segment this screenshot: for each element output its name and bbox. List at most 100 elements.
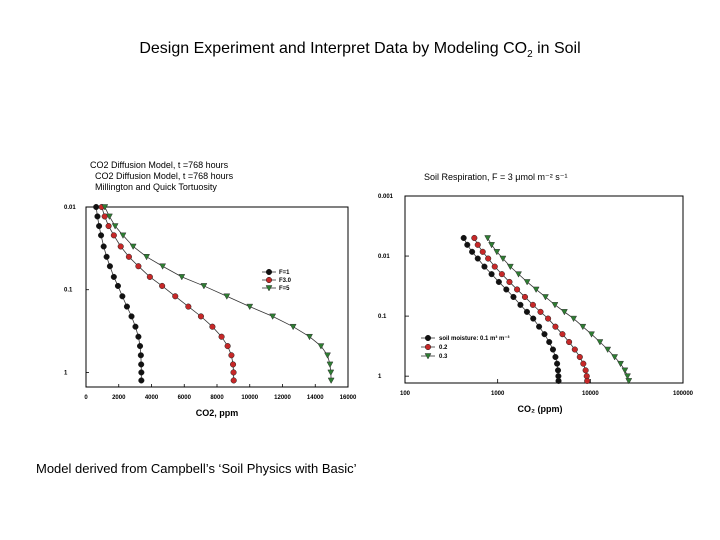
right-data-point bbox=[584, 377, 591, 384]
left-data-point bbox=[224, 343, 231, 350]
left-data-point bbox=[218, 333, 225, 340]
left-data-point bbox=[327, 377, 335, 384]
chart-left: CO2 Diffusion Model, t =768 hours CO2 Di… bbox=[64, 160, 357, 418]
right-data-point bbox=[514, 286, 521, 293]
left-data-point bbox=[117, 243, 124, 250]
left-x-axis-title: CO2, ppm bbox=[196, 408, 239, 418]
right-legend-label: soil moisture: 0.1 m³ m⁻³ bbox=[439, 335, 510, 342]
right-data-point bbox=[611, 354, 619, 361]
left-data-point bbox=[317, 343, 325, 350]
right-data-point bbox=[485, 255, 492, 262]
right-data-point bbox=[555, 377, 562, 384]
right-data-point bbox=[474, 255, 481, 262]
right-data-point bbox=[554, 367, 562, 374]
left-data-point bbox=[119, 293, 126, 300]
right-data-point bbox=[495, 278, 502, 286]
left-data-point bbox=[94, 213, 101, 220]
slide-title: Design Experiment and Interpret Data by … bbox=[139, 40, 581, 61]
right-data-point bbox=[464, 241, 471, 248]
right-data-point bbox=[621, 367, 629, 374]
right-legend-marker bbox=[424, 353, 432, 360]
right-data-point bbox=[529, 301, 536, 308]
left-x-tick-label: 8000 bbox=[210, 395, 224, 401]
left-data-point bbox=[119, 232, 127, 239]
left-data-point bbox=[98, 232, 105, 239]
left-data-point bbox=[146, 273, 153, 280]
right-data-point bbox=[579, 323, 587, 331]
right-data-point bbox=[532, 286, 540, 293]
left-data-point bbox=[230, 369, 237, 376]
right-data-point bbox=[503, 286, 510, 293]
right-plot-frame bbox=[404, 195, 684, 384]
right-data-point bbox=[481, 263, 488, 270]
right-series bbox=[460, 234, 633, 385]
left-data-point bbox=[106, 263, 113, 270]
right-ticks: 100 1000 10000 100000 0.001 0.01 0.1 1 bbox=[378, 194, 694, 397]
left-data-point bbox=[159, 282, 166, 289]
right-x-tick-label: 100000 bbox=[673, 391, 694, 397]
right-data-point bbox=[484, 235, 492, 242]
right-data-point bbox=[521, 293, 529, 301]
right-data-point bbox=[491, 263, 498, 270]
left-legend-label: F=5 bbox=[279, 286, 290, 292]
right-legend-marker bbox=[424, 343, 432, 351]
right-data-point bbox=[479, 248, 486, 255]
right-data-point bbox=[625, 378, 633, 385]
right-y-tick-label: 1 bbox=[378, 374, 382, 380]
left-data-point bbox=[101, 204, 109, 211]
left-data-point bbox=[289, 323, 297, 331]
left-legend-label: F3.0 bbox=[279, 278, 292, 284]
left-x-tick-label: 2000 bbox=[112, 395, 126, 401]
right-data-point bbox=[469, 248, 476, 255]
right-legend-label: 0.3 bbox=[439, 354, 448, 360]
right-data-point bbox=[580, 360, 587, 367]
left-x-tick-label: 10000 bbox=[241, 395, 258, 401]
left-data-point bbox=[103, 253, 110, 260]
right-data-point bbox=[523, 279, 531, 286]
left-data-point bbox=[327, 369, 335, 376]
right-data-point bbox=[488, 242, 496, 249]
left-data-point bbox=[129, 243, 137, 250]
right-y-tick-label: 0.01 bbox=[378, 254, 390, 260]
left-y-tick-label: 1 bbox=[64, 370, 68, 376]
left-data-point bbox=[138, 361, 145, 368]
right-data-point bbox=[536, 323, 543, 330]
right-data-point bbox=[571, 346, 578, 353]
left-data-point bbox=[93, 203, 100, 211]
right-data-point bbox=[541, 331, 548, 338]
left-x-tick-label: 12000 bbox=[274, 395, 291, 401]
left-data-point bbox=[136, 343, 144, 350]
right-data-point bbox=[551, 302, 559, 309]
right-x-tick-label: 1000 bbox=[491, 391, 505, 397]
left-data-point bbox=[100, 243, 107, 250]
chart-right: Soil Respiration, F = 3 μmol m⁻² s⁻¹ 100… bbox=[378, 172, 694, 414]
left-y-tick-label: 0.01 bbox=[64, 205, 76, 211]
left-data-point bbox=[197, 313, 205, 320]
left-data-point bbox=[159, 263, 167, 270]
right-data-point bbox=[530, 315, 537, 322]
right-data-point bbox=[617, 360, 624, 368]
left-header-line-1: CO2 Diffusion Model, t =768 hours bbox=[90, 160, 229, 170]
left-legend-marker bbox=[265, 285, 273, 292]
right-data-point bbox=[510, 293, 517, 301]
left-data-point bbox=[230, 377, 237, 384]
left-data-point bbox=[172, 293, 179, 300]
left-data-point bbox=[306, 333, 313, 341]
right-data-point bbox=[488, 271, 495, 278]
left-x-tick-label: 6000 bbox=[178, 395, 192, 401]
left-data-point bbox=[228, 352, 235, 359]
left-ticks: 0 2000 4000 6000 8000 10000 12000 14000 16000 0.0… bbox=[64, 205, 357, 401]
left-data-point bbox=[223, 293, 231, 300]
slide-caption: Model derived from Campbell’s ‘Soil Phys… bbox=[36, 461, 357, 476]
left-data-point bbox=[101, 213, 108, 220]
left-data-point bbox=[125, 253, 132, 260]
right-data-point bbox=[506, 263, 514, 271]
right-data-point bbox=[552, 323, 559, 330]
right-data-point bbox=[576, 353, 583, 361]
right-data-point bbox=[554, 360, 561, 367]
left-data-point bbox=[326, 361, 334, 368]
left-header-line-3: Millington and Quick Tortuosity bbox=[95, 182, 217, 192]
right-data-point bbox=[596, 339, 604, 346]
left-x-tick-label: 0 bbox=[84, 395, 88, 401]
right-data-point bbox=[549, 346, 557, 353]
